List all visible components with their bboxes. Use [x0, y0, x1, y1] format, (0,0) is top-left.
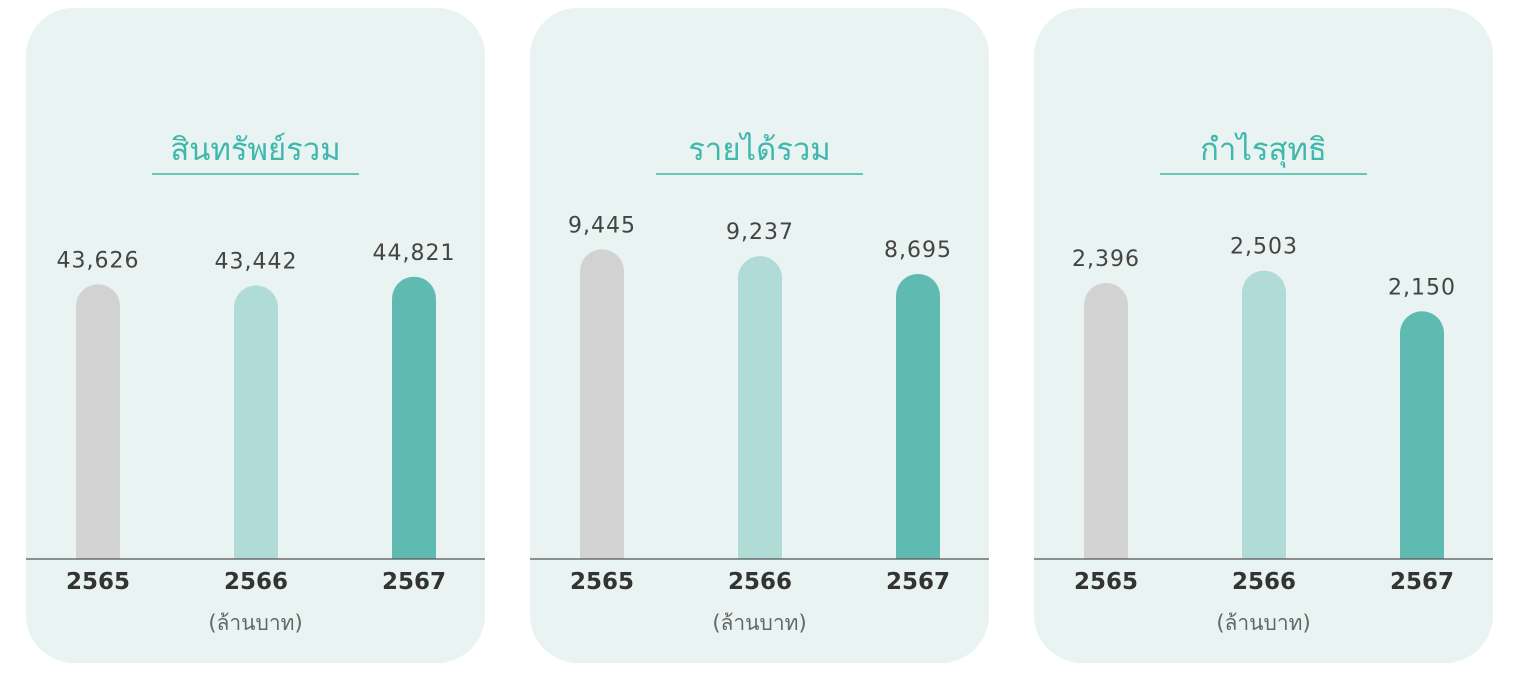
bar-2567 — [896, 273, 940, 559]
chart-title: รายได้รวม — [688, 132, 830, 168]
year-label-2566: 2566 — [224, 569, 288, 595]
value-label-2566: 9,237 — [726, 220, 794, 245]
unit-label: (ล้านบาท) — [208, 611, 302, 635]
chart-total-assets: สินทรัพย์รวม 43,626 2565 43,442 2566 44,821 25… — [26, 132, 485, 635]
value-label-2566: 43,442 — [215, 249, 298, 274]
year-label-2566: 2566 — [728, 569, 792, 595]
value-label-2567: 2,150 — [1388, 275, 1456, 300]
year-label-2565: 2565 — [1074, 569, 1138, 595]
bar-2565 — [580, 249, 624, 560]
value-label-2565: 43,626 — [57, 248, 140, 273]
year-label-2567: 2567 — [382, 569, 446, 595]
chart-title: กำไรสุทธิ — [1200, 132, 1327, 169]
bar-2566 — [738, 256, 782, 559]
chart-card-total-revenue: รายได้รวม 9,445 2565 9,237 2566 8,695 2567 (ล้า… — [530, 8, 989, 663]
year-label-2567: 2567 — [886, 569, 950, 595]
bar-2565 — [1084, 282, 1128, 559]
value-label-2566: 2,503 — [1230, 235, 1298, 260]
unit-label: (ล้านบาท) — [1216, 611, 1310, 635]
chart-card-total-assets: สินทรัพย์รวม 43,626 2565 43,442 2566 44,821 25… — [26, 8, 485, 663]
bar-2566 — [234, 285, 278, 559]
year-label-2565: 2565 — [66, 569, 130, 595]
value-label-2567: 44,821 — [373, 241, 456, 266]
bar-2567 — [392, 276, 436, 559]
chart-title: สินทรัพย์รวม — [170, 132, 340, 168]
year-label-2567: 2567 — [1390, 569, 1454, 595]
value-label-2567: 8,695 — [884, 238, 952, 263]
chart-card-net-profit: กำไรสุทธิ 2,396 2565 2,503 2566 2,150 2567 (ล้า… — [1034, 8, 1493, 663]
year-label-2565: 2565 — [570, 569, 634, 595]
chart-total-revenue: รายได้รวม 9,445 2565 9,237 2566 8,695 2567 (ล้า… — [530, 132, 989, 635]
value-label-2565: 9,445 — [568, 213, 636, 238]
year-label-2566: 2566 — [1232, 569, 1296, 595]
bar-2566 — [1242, 270, 1286, 559]
unit-label: (ล้านบาท) — [712, 611, 806, 635]
chart-net-profit: กำไรสุทธิ 2,396 2565 2,503 2566 2,150 2567 (ล้า… — [1034, 132, 1493, 635]
bar-2565 — [76, 284, 120, 559]
bar-2567 — [1400, 311, 1444, 559]
value-label-2565: 2,396 — [1072, 247, 1140, 272]
